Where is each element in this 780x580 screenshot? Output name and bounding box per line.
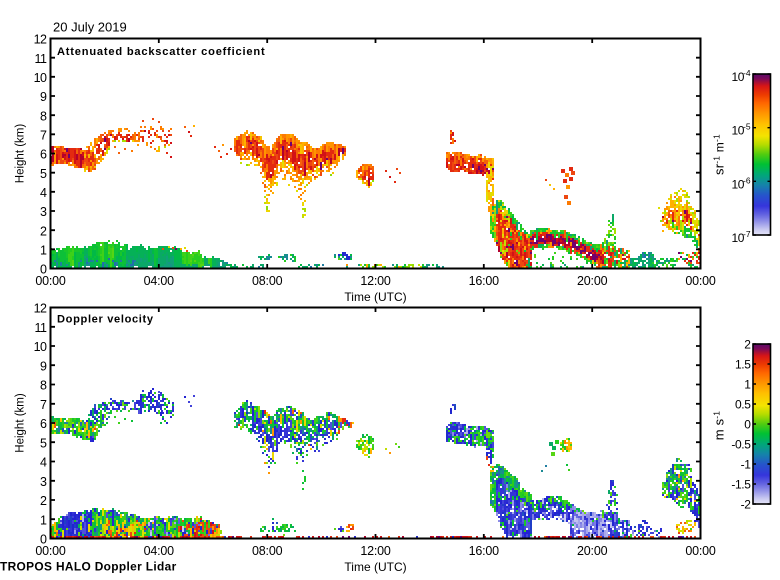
svg-text:1.5: 1.5 <box>735 357 751 371</box>
svg-text:-5: -5 <box>743 122 751 132</box>
svg-text:08:00: 08:00 <box>252 544 283 558</box>
svg-text:8: 8 <box>40 379 47 393</box>
svg-text:9: 9 <box>40 90 47 104</box>
svg-text:8: 8 <box>40 109 47 123</box>
svg-text:1: 1 <box>744 377 751 391</box>
svg-text:sr-1 m-1: sr-1 m-1 <box>712 134 727 175</box>
svg-text:-7: -7 <box>743 229 751 239</box>
svg-text:1: 1 <box>40 514 47 528</box>
svg-text:00:00: 00:00 <box>35 544 66 558</box>
svg-text:00:00: 00:00 <box>685 274 716 288</box>
svg-text:-6: -6 <box>743 175 751 185</box>
svg-text:-0.5: -0.5 <box>731 437 751 451</box>
svg-text:7: 7 <box>40 129 47 143</box>
svg-text:12: 12 <box>34 302 47 316</box>
svg-text:Height (km): Height (km) <box>15 124 27 184</box>
svg-text:-2: -2 <box>741 497 752 511</box>
svg-text:20:00: 20:00 <box>577 274 608 288</box>
svg-text:3: 3 <box>40 205 47 219</box>
svg-text:08:00: 08:00 <box>252 274 283 288</box>
svg-text:2: 2 <box>40 224 47 238</box>
svg-text:2: 2 <box>40 494 47 508</box>
svg-text:11: 11 <box>35 321 48 335</box>
svg-text:0: 0 <box>40 263 47 277</box>
svg-text:11: 11 <box>35 52 48 66</box>
svg-text:0: 0 <box>40 533 47 547</box>
svg-text:-1.5: -1.5 <box>731 477 751 491</box>
svg-text:04:00: 04:00 <box>144 274 175 288</box>
svg-text:0: 0 <box>744 417 751 431</box>
svg-text:04:00: 04:00 <box>144 544 175 558</box>
svg-text:16:00: 16:00 <box>469 544 500 558</box>
svg-text:00:00: 00:00 <box>685 544 716 558</box>
svg-text:12: 12 <box>34 33 47 47</box>
svg-text:Time (UTC): Time (UTC) <box>344 560 406 574</box>
svg-text:3: 3 <box>40 475 47 489</box>
svg-text:Height (km): Height (km) <box>15 393 27 453</box>
svg-text:m s-1: m s-1 <box>712 411 727 441</box>
svg-text:16:00: 16:00 <box>469 274 500 288</box>
svg-text:12:00: 12:00 <box>360 274 391 288</box>
svg-text:5: 5 <box>40 167 47 181</box>
svg-text:0.5: 0.5 <box>735 397 751 411</box>
svg-text:4: 4 <box>40 186 47 200</box>
svg-text:6: 6 <box>40 148 47 162</box>
svg-text:20 July 2019: 20 July 2019 <box>53 20 127 35</box>
svg-text:10: 10 <box>731 124 744 138</box>
svg-text:10: 10 <box>731 177 744 191</box>
svg-text:10: 10 <box>731 231 744 245</box>
svg-text:6: 6 <box>40 417 47 431</box>
svg-text:10: 10 <box>731 70 744 84</box>
svg-text:5: 5 <box>40 436 47 450</box>
svg-text:9: 9 <box>40 359 47 373</box>
svg-text:TROPOS HALO Doppler Lidar: TROPOS HALO Doppler Lidar <box>0 560 177 574</box>
svg-text:10: 10 <box>34 71 47 85</box>
svg-text:20:00: 20:00 <box>577 544 608 558</box>
svg-text:00:00: 00:00 <box>35 274 66 288</box>
svg-text:7: 7 <box>40 398 47 412</box>
svg-text:2: 2 <box>744 337 751 351</box>
svg-text:4: 4 <box>40 456 47 470</box>
svg-text:-1: -1 <box>741 457 752 471</box>
svg-text:Doppler velocity: Doppler velocity <box>57 314 154 326</box>
svg-text:Attenuated backscatter coeffic: Attenuated backscatter coefficient <box>57 46 265 58</box>
svg-text:12:00: 12:00 <box>360 544 391 558</box>
svg-text:10: 10 <box>34 340 47 354</box>
svg-text:-4: -4 <box>743 68 751 78</box>
svg-text:Time (UTC): Time (UTC) <box>344 290 406 304</box>
svg-text:1: 1 <box>40 244 47 258</box>
